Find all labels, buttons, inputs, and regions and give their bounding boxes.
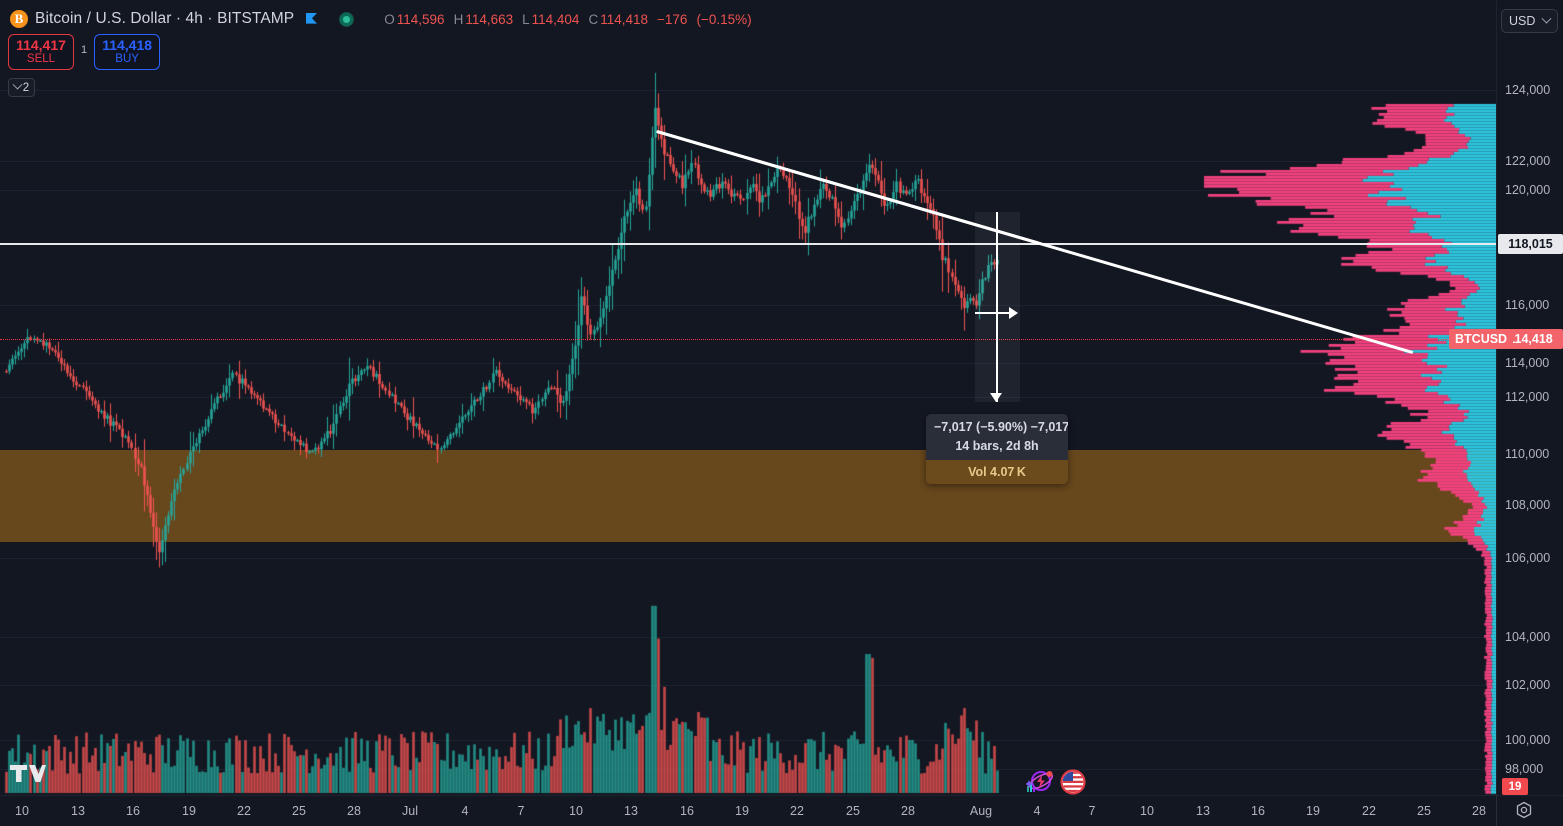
currency-selector[interactable]: USD xyxy=(1501,9,1558,33)
price-tick: 124,000 xyxy=(1505,83,1551,97)
time-tick: 10 xyxy=(1140,804,1154,818)
time-tick: 28 xyxy=(1472,804,1486,818)
measure-vertical-line xyxy=(996,212,998,402)
currency-label: USD xyxy=(1509,14,1536,28)
time-tick: 16 xyxy=(126,804,140,818)
time-tick: 25 xyxy=(1417,804,1431,818)
time-tick: 19 xyxy=(735,804,749,818)
time-tick: 13 xyxy=(71,804,85,818)
time-tick: 10 xyxy=(15,804,29,818)
price-tick: 112,000 xyxy=(1505,390,1550,404)
chart-legend[interactable]: B Bitcoin / U.S. Dollar · 4h · BITSTAMP … xyxy=(10,8,754,30)
price-tick: 116,000 xyxy=(1505,298,1550,312)
ohlc-c-label: C xyxy=(588,11,599,27)
trade-buttons[interactable]: 114,417 SELL 1 114,418 BUY xyxy=(8,34,161,70)
chart-badges[interactable] xyxy=(1025,768,1087,795)
price-axis[interactable]: 124,000 122,000 120,000 116,000 114,000 112,0… xyxy=(1496,0,1563,795)
last-price-label[interactable]: 114,418 xyxy=(1498,329,1563,349)
price-tick: 114,000 xyxy=(1505,356,1550,370)
symbol-price-tag: BTCUSD xyxy=(1449,329,1514,349)
time-tick: 22 xyxy=(790,804,804,818)
rocket-lightning-badge-icon[interactable] xyxy=(1025,768,1054,795)
ohlc-c-value: 114,418 xyxy=(600,11,649,27)
tradingview-logo-icon xyxy=(10,762,46,791)
price-tick: 100,000 xyxy=(1505,733,1551,747)
ohlc-o-value: 114,596 xyxy=(396,11,445,27)
price-tick: 98,000 xyxy=(1505,762,1544,776)
time-tick: 13 xyxy=(624,804,638,818)
time-tick: 25 xyxy=(292,804,306,818)
quantity-selector[interactable]: 2 xyxy=(8,78,35,97)
chart-pane[interactable]: −7,017 (−5.90%) −7,017 14 bars, 2d 8h Vo… xyxy=(0,0,1496,795)
measure-delta: −7,017 (−5.90%) −7,017 xyxy=(934,420,1068,434)
arrow-right-icon xyxy=(1009,307,1018,319)
time-tick: 19 xyxy=(182,804,196,818)
time-axis[interactable]: 10 13 16 19 22 25 28 Jul 4 7 10 13 16 19 22 25 28 Aug 4 7 10… xyxy=(0,795,1563,826)
axis-divider xyxy=(1496,795,1497,826)
chevron-down-icon xyxy=(1541,13,1552,24)
time-tick: 16 xyxy=(680,804,694,818)
price-tick: 122,000 xyxy=(1505,154,1551,168)
price-tick: 108,000 xyxy=(1505,498,1551,512)
arrow-down-icon xyxy=(990,393,1002,402)
key-level-price-label[interactable]: 118,015 xyxy=(1498,234,1563,254)
buy-button[interactable]: 114,418 BUY xyxy=(94,34,161,70)
time-tick: 4 xyxy=(461,804,469,818)
time-tick: 13 xyxy=(1196,804,1210,818)
buy-label: BUY xyxy=(115,53,139,66)
measure-tooltip: −7,017 (−5.90%) −7,017 14 bars, 2d 8h Vo… xyxy=(926,414,1068,484)
time-tick: 22 xyxy=(1362,804,1376,818)
ohlc-change: −176 xyxy=(657,11,688,27)
ohlc-l-label: L xyxy=(522,11,530,27)
candlestick-canvas[interactable] xyxy=(0,0,1496,795)
time-tick: 28 xyxy=(347,804,361,818)
bar-countdown-badge: 19 xyxy=(1502,778,1528,795)
quantity-value: 2 xyxy=(22,81,30,94)
sell-label: SELL xyxy=(26,53,56,66)
market-open-dot-icon[interactable] xyxy=(339,11,355,27)
ohlc-change-pct: (−0.15%) xyxy=(696,11,752,27)
price-tick: 104,000 xyxy=(1505,630,1551,644)
time-tick: 25 xyxy=(846,804,860,818)
bitcoin-icon: B xyxy=(10,10,28,28)
price-tick: 120,000 xyxy=(1505,183,1551,197)
us-flag-badge-icon[interactable] xyxy=(1059,768,1087,795)
time-tick: 4 xyxy=(1033,804,1041,818)
ohlc-values: O 114,596 H 114,663 L 114,404 C 114,418 −176 (−0.… xyxy=(384,12,753,27)
chevron-down-icon xyxy=(12,79,23,90)
measure-bars: 14 bars, 2d 8h xyxy=(955,439,1039,453)
time-tick: 19 xyxy=(1306,804,1320,818)
last-price-dotted-line xyxy=(0,339,1496,340)
price-tick: 102,000 xyxy=(1505,678,1551,692)
time-tick: Aug xyxy=(969,804,993,818)
time-tick: 7 xyxy=(517,804,525,818)
price-tick: 110,000 xyxy=(1505,447,1550,461)
buy-price: 114,418 xyxy=(102,37,153,54)
time-tick: 10 xyxy=(569,804,583,818)
symbol-title[interactable]: Bitcoin / U.S. Dollar · 4h · BITSTAMP xyxy=(35,10,295,27)
sell-price: 114,417 xyxy=(16,37,66,54)
settings-gear-icon[interactable] xyxy=(1514,800,1534,820)
time-tick: 28 xyxy=(901,804,915,818)
sell-button[interactable]: 114,417 SELL xyxy=(8,34,74,70)
ohlc-h-label: H xyxy=(453,11,464,27)
measure-volume: Vol 4.07 K xyxy=(926,460,1068,484)
ohlc-l-value: 114,404 xyxy=(531,11,580,27)
time-tick: 7 xyxy=(1088,804,1096,818)
time-tick: 22 xyxy=(237,804,251,818)
horizontal-price-line[interactable] xyxy=(0,243,1496,245)
ohlc-o-label: O xyxy=(384,11,395,27)
spread-value: 1 xyxy=(81,44,88,56)
measure-horizontal-line xyxy=(975,312,1015,314)
price-tick: 106,000 xyxy=(1505,551,1551,565)
time-tick: 16 xyxy=(1251,804,1265,818)
blue-flag-icon xyxy=(303,10,321,28)
time-tick: Jul xyxy=(402,804,418,818)
ohlc-h-value: 114,663 xyxy=(465,11,514,27)
